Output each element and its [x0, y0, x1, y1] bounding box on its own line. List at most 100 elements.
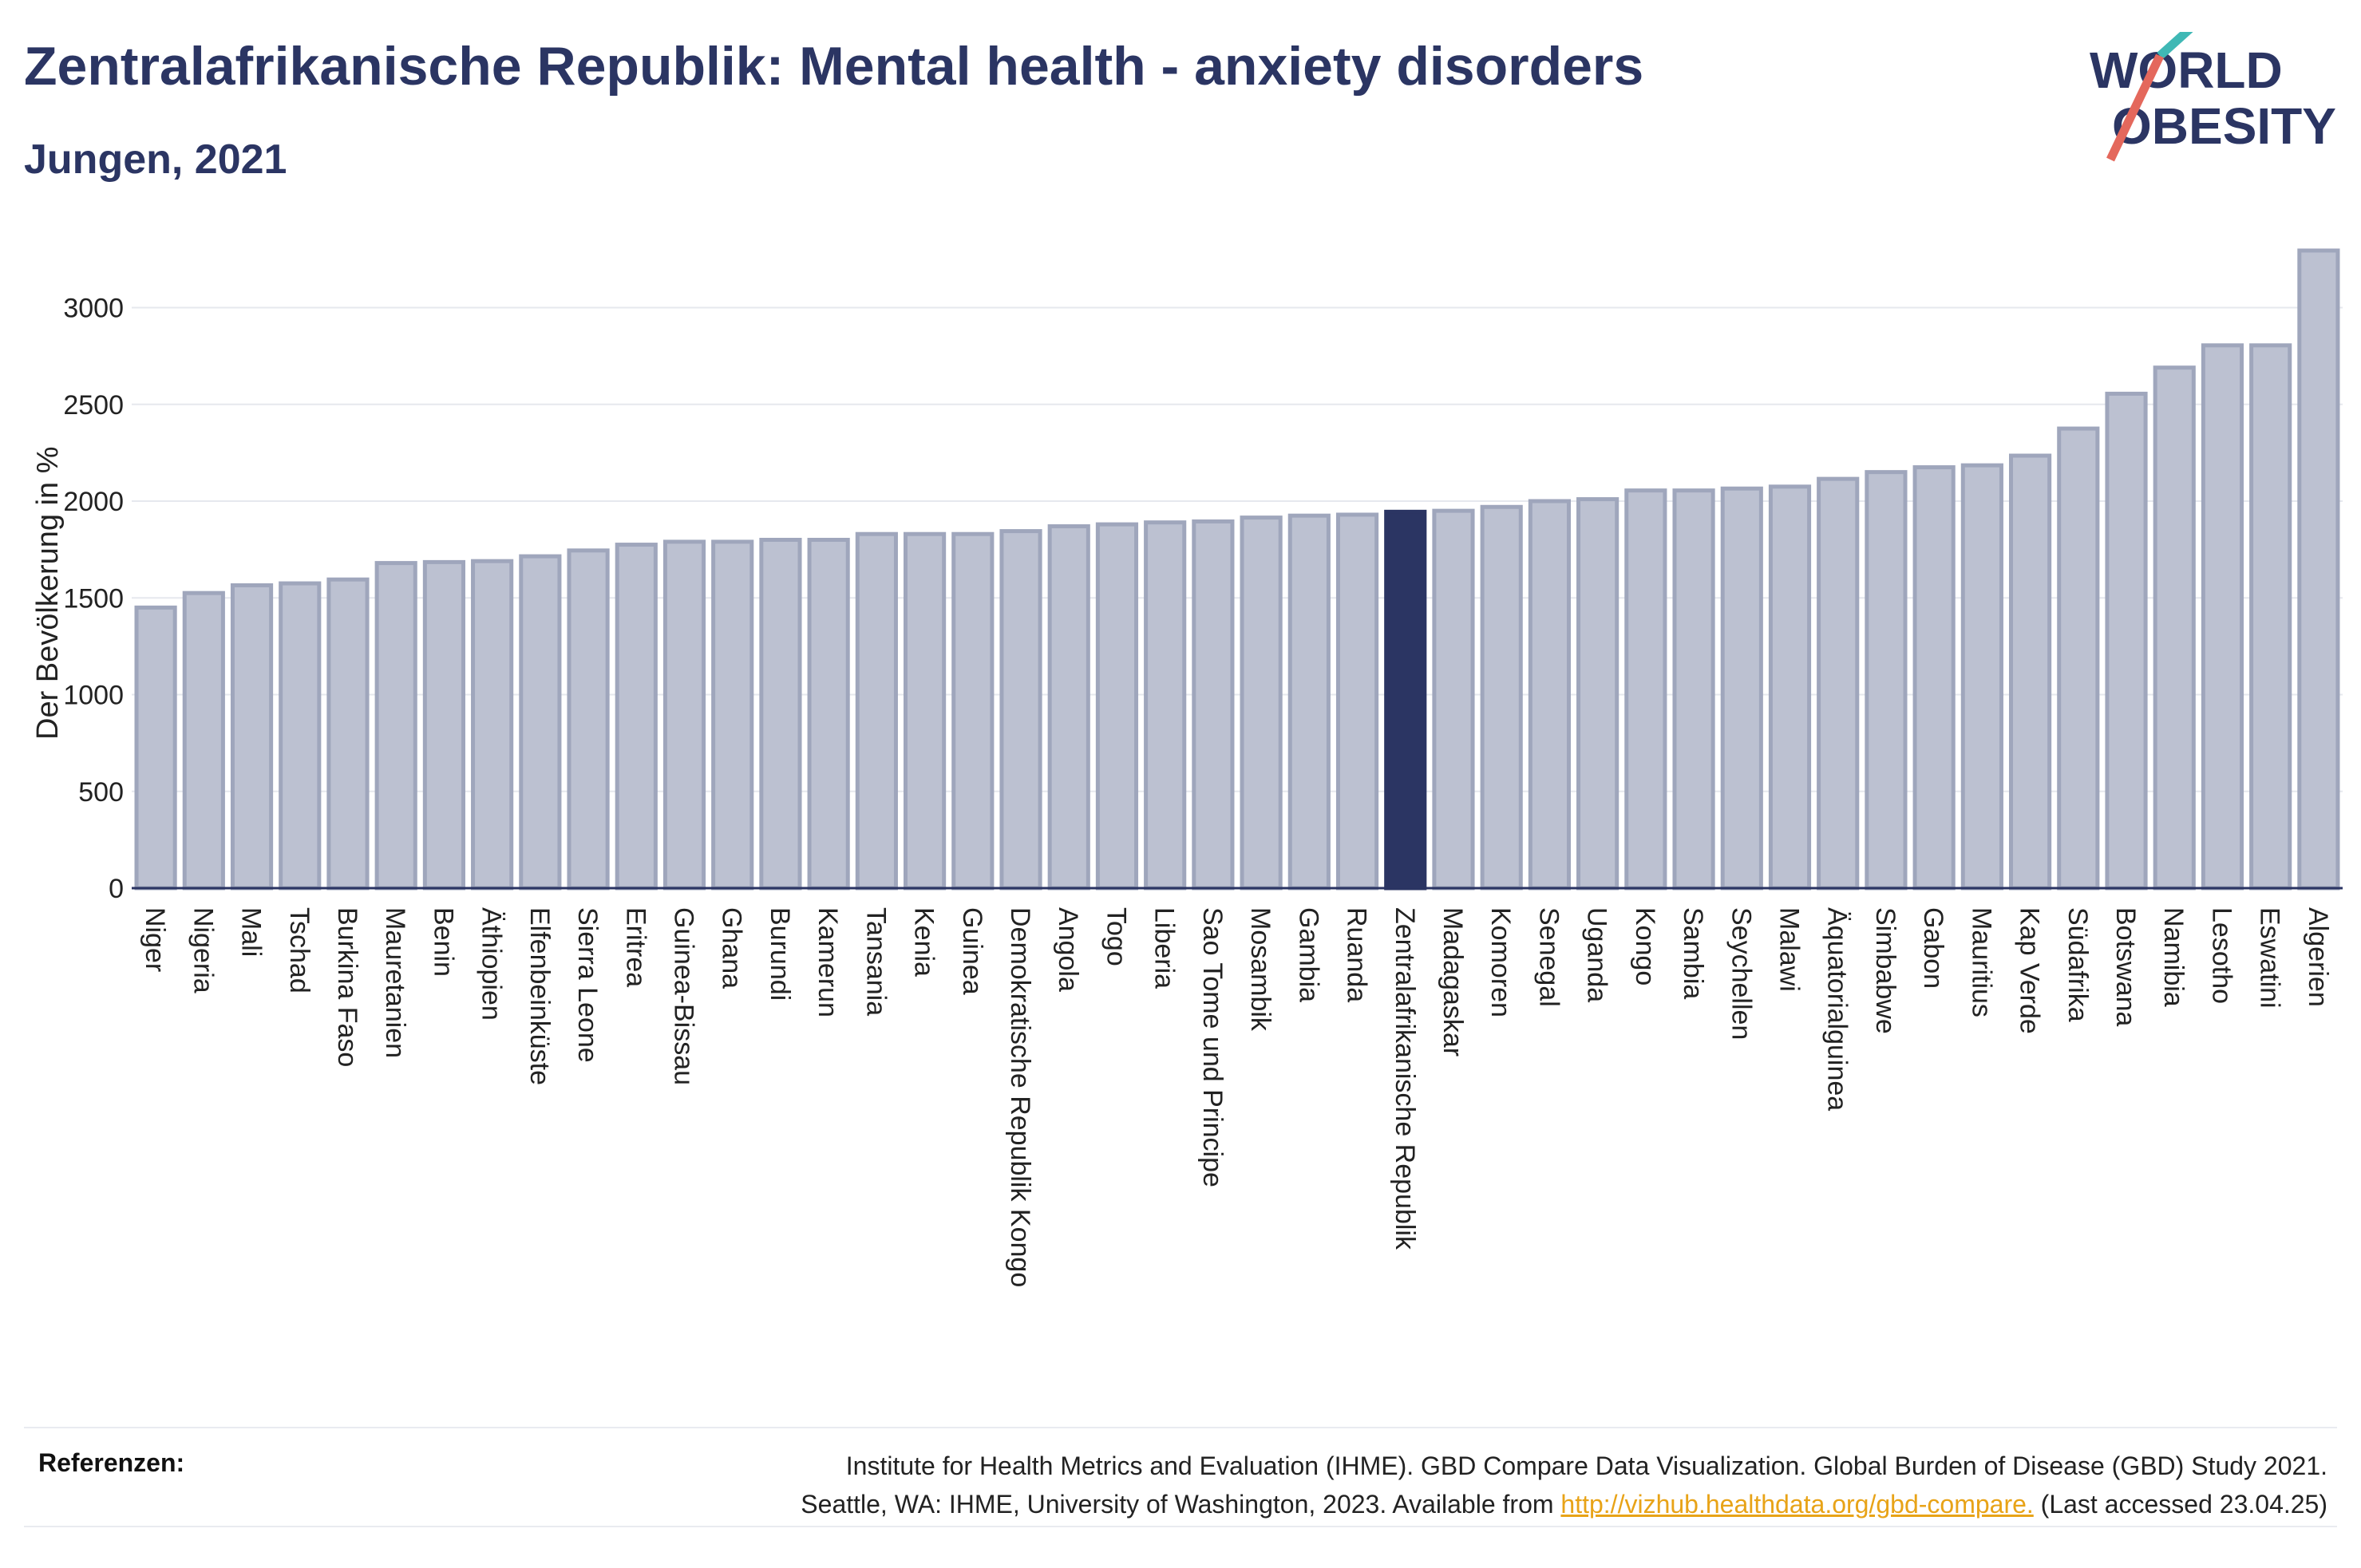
- bar: [1912, 465, 1956, 891]
- bar: [182, 590, 225, 891]
- reference-divider-top: [24, 1427, 2337, 1428]
- category-label: Mauritius: [1966, 907, 1996, 1017]
- references-line1: Institute for Health Metrics and Evaluat…: [845, 1451, 2327, 1480]
- category-label: Nigeria: [188, 907, 218, 993]
- category-label: Sierra Leone: [572, 907, 603, 1063]
- bar: [1144, 520, 1187, 891]
- bar: [1480, 504, 1523, 891]
- category-label: Lesotho: [2206, 907, 2236, 1004]
- category-label: Äquatorialguinea: [1822, 907, 1853, 1111]
- bar: [230, 583, 274, 891]
- category-label: Botswana: [2110, 907, 2141, 1026]
- bar: [1287, 513, 1331, 891]
- bar: [711, 539, 754, 891]
- y-tick-label: 2000: [63, 487, 124, 517]
- bar: [326, 577, 370, 891]
- category-label: Eswatini: [2255, 907, 2285, 1009]
- bar: [519, 554, 562, 891]
- y-tick-label: 3000: [63, 294, 124, 324]
- references-label: Referenzen:: [38, 1448, 185, 1477]
- logo-line2: OBESITY: [2112, 97, 2336, 155]
- logo-accent-teal: [2157, 32, 2193, 60]
- references-line2-after: (Last accessed 23.04.25): [2033, 1490, 2327, 1519]
- category-label: Mosambik: [1245, 907, 1275, 1032]
- bar: [904, 531, 947, 891]
- category-label: Guinea: [957, 907, 987, 995]
- bar: [807, 538, 850, 891]
- bar: [2105, 391, 2148, 891]
- y-tick-label: 2500: [63, 390, 124, 421]
- bar: [1192, 519, 1235, 891]
- bar: [999, 529, 1042, 891]
- category-label: Algerien: [2303, 907, 2333, 1007]
- bar: [422, 559, 466, 891]
- bar: [2009, 453, 2052, 891]
- bar: [1624, 488, 1667, 891]
- bar: [1528, 499, 1571, 891]
- category-label: Kamerun: [813, 907, 843, 1017]
- bar: [1095, 522, 1139, 891]
- bar: [1240, 515, 1283, 891]
- bar: [855, 531, 898, 891]
- category-label: Angola: [1053, 907, 1083, 992]
- bar: [2201, 343, 2244, 891]
- category-label: Kap Verde: [2015, 907, 2045, 1034]
- category-label: Sao Tome und Principe: [1197, 907, 1228, 1187]
- category-label: Malawi: [1774, 907, 1805, 992]
- bar: [2057, 426, 2100, 891]
- category-label: Mali: [236, 907, 267, 957]
- category-label: Gabon: [1918, 907, 1948, 989]
- category-label: Senegal: [1533, 907, 1564, 1007]
- bar: [471, 559, 514, 891]
- references-line2: Seattle, WA: IHME, University of Washing…: [801, 1485, 2327, 1523]
- bar: [1432, 508, 1475, 891]
- bar-highlight: [1384, 509, 1427, 891]
- bar: [1576, 497, 1619, 891]
- category-label: Burkina Faso: [332, 907, 362, 1067]
- page-subtitle: Jungen, 2021: [24, 136, 287, 183]
- bar: [567, 548, 610, 891]
- y-tick-label: 1500: [63, 583, 124, 614]
- y-tick-label: 0: [109, 874, 124, 904]
- category-label: Guinea-Bissau: [669, 907, 699, 1085]
- bar: [1768, 484, 1812, 891]
- bar: [2153, 365, 2196, 891]
- category-label: Demokratische Republik Kongo: [1005, 907, 1035, 1287]
- bar: [374, 561, 417, 891]
- category-label: Elfenbeinküste: [524, 907, 555, 1085]
- bar: [1047, 524, 1090, 891]
- y-axis-title: Der Bevölkerung in %: [31, 446, 65, 740]
- category-label: Madagaskar: [1438, 907, 1468, 1057]
- reference-divider-bottom: [24, 1526, 2337, 1527]
- category-label: Namibia: [2158, 907, 2189, 1007]
- bar: [279, 581, 322, 891]
- category-label: Benin: [428, 907, 458, 977]
- category-label: Liberia: [1149, 907, 1180, 989]
- bar: [1335, 512, 1379, 891]
- category-label: Uganda: [1582, 907, 1612, 1002]
- logo-accent-coral: [2106, 53, 2164, 162]
- bar: [662, 539, 706, 891]
- y-tick-label: 1000: [63, 681, 124, 711]
- bar: [1720, 486, 1763, 891]
- bar: [951, 531, 995, 891]
- category-label: Eritrea: [620, 907, 651, 987]
- references-line2-before: Seattle, WA: IHME, University of Washing…: [801, 1490, 1561, 1519]
- category-label: Gambia: [1293, 907, 1323, 1002]
- category-label: Tansania: [860, 907, 891, 1016]
- category-label: Niger: [140, 907, 170, 972]
- category-label: Sambia: [1678, 907, 1708, 999]
- bar: [134, 605, 177, 891]
- category-label: Ghana: [717, 907, 747, 989]
- bar: [759, 538, 802, 891]
- references-text: Institute for Health Metrics and Evaluat…: [801, 1447, 2327, 1523]
- category-label: Simbabwe: [1870, 907, 1900, 1034]
- references-link[interactable]: http://vizhub.healthdata.org/gbd-compare…: [1560, 1490, 2034, 1519]
- category-label: Komoren: [1485, 907, 1516, 1017]
- category-label: Tschad: [284, 907, 314, 993]
- category-label: Burundi: [765, 907, 795, 1001]
- category-label: Äthiopien: [477, 907, 507, 1021]
- category-label: Südafrika: [2062, 907, 2093, 1022]
- category-label: Kenia: [909, 907, 939, 977]
- category-label: Ruanda: [1342, 907, 1372, 1002]
